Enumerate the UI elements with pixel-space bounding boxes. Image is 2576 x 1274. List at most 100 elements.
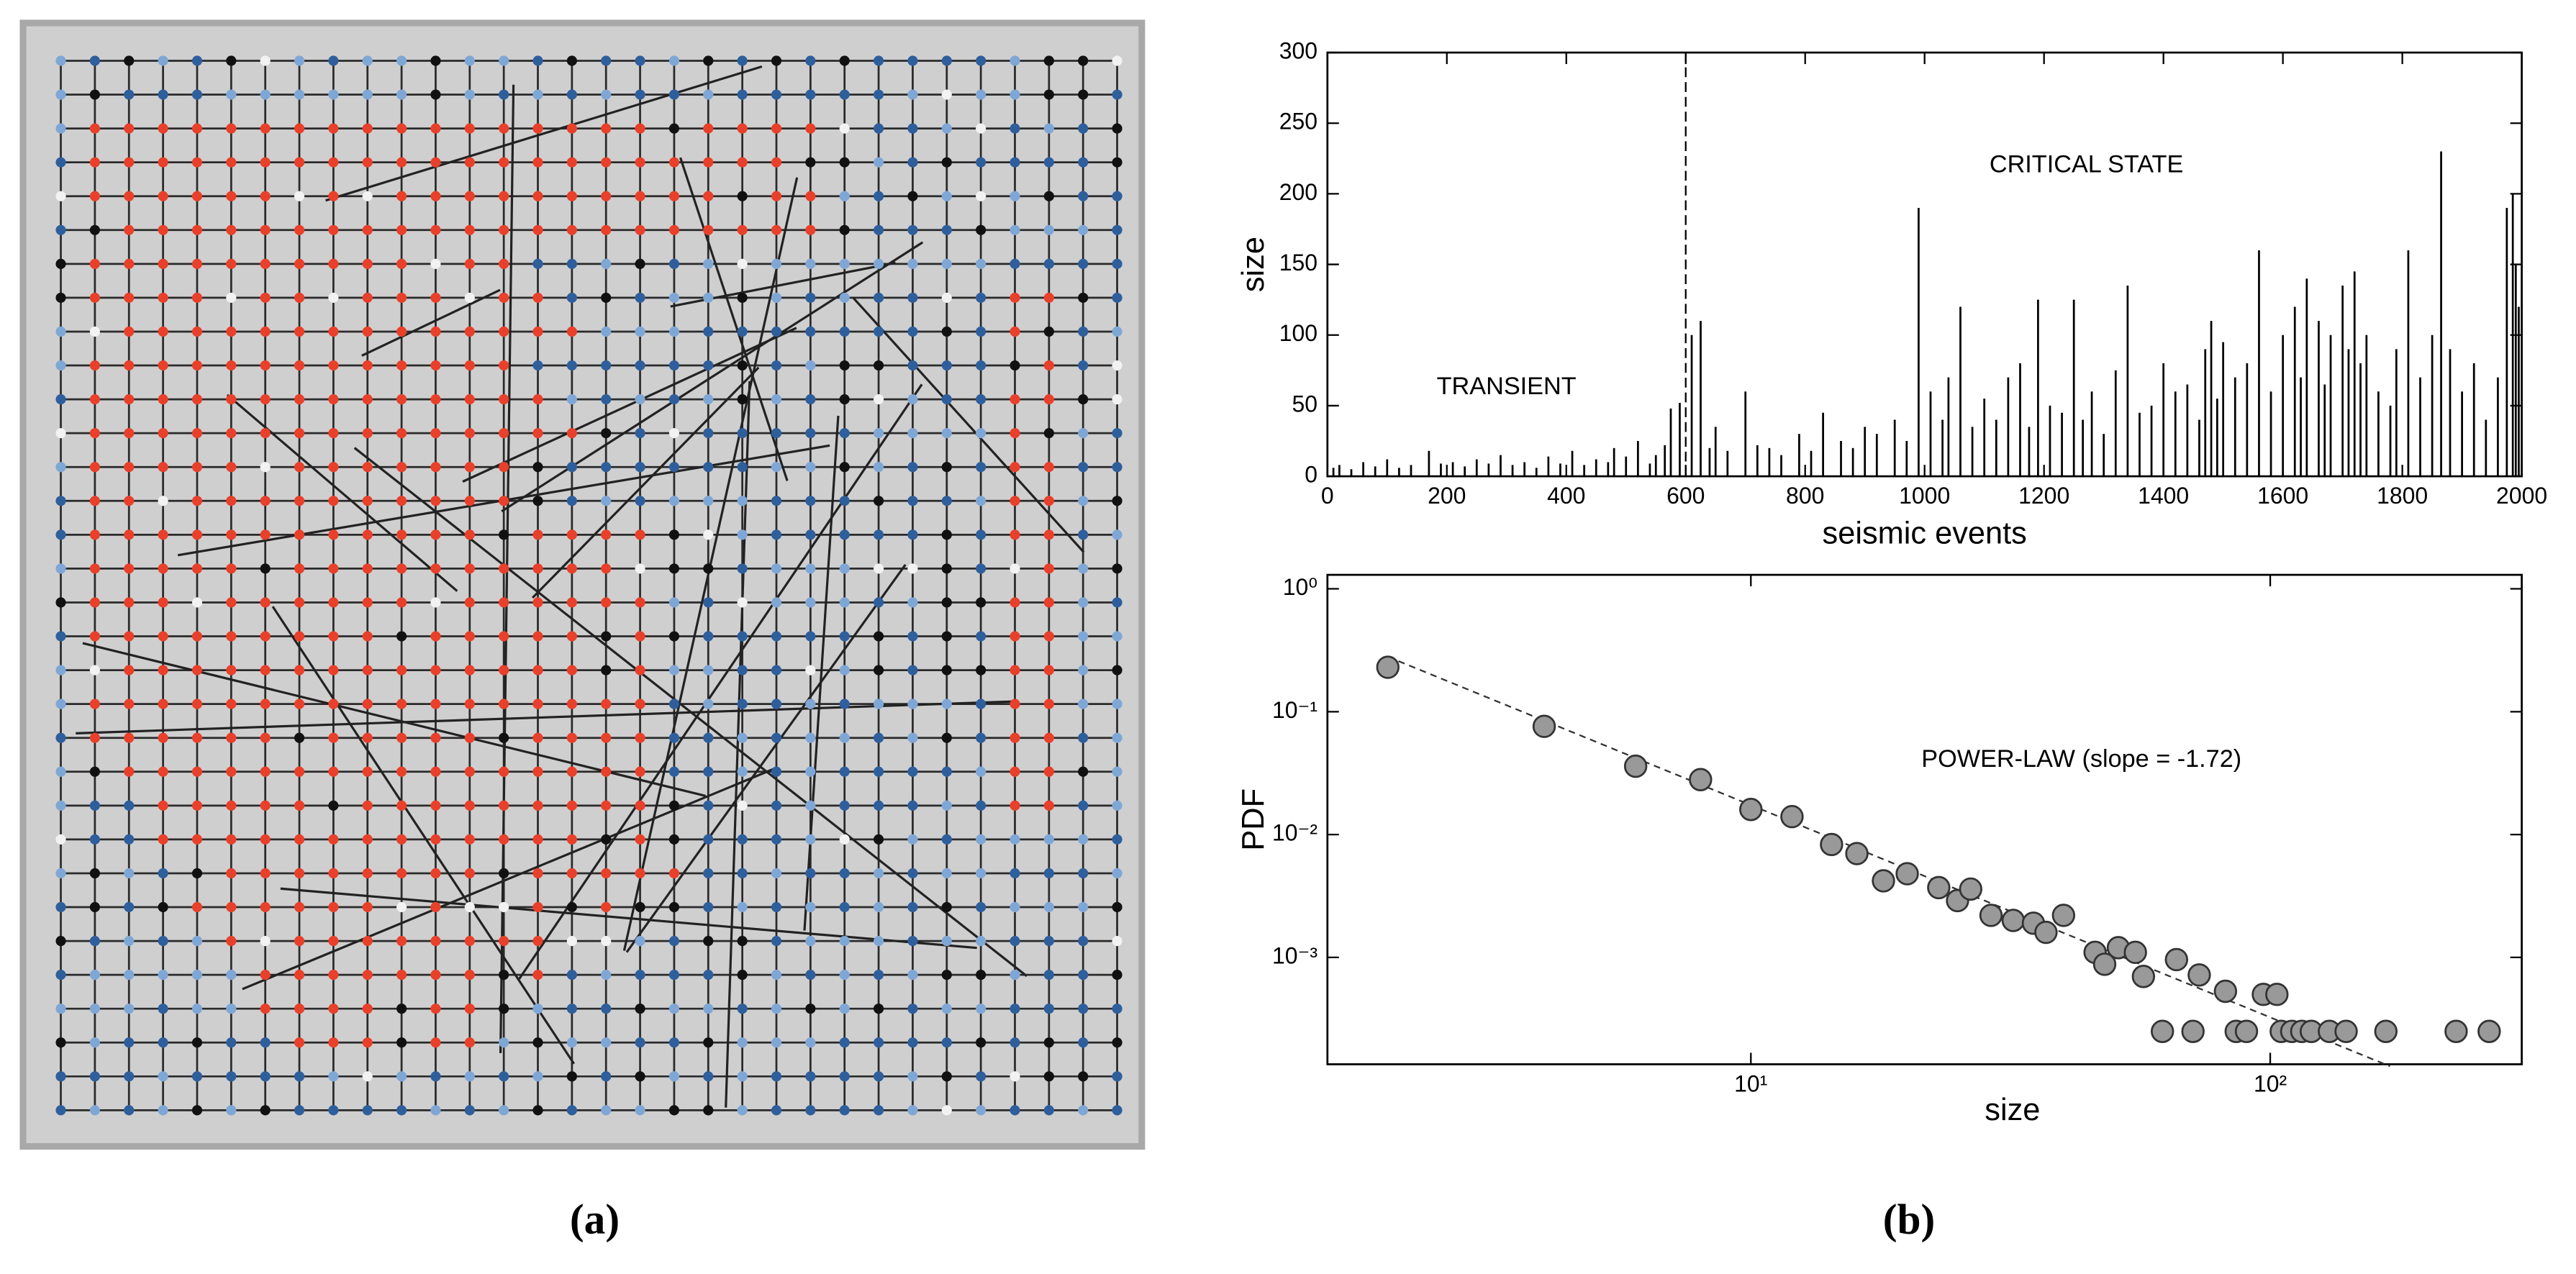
lattice-node (499, 563, 509, 574)
fault-line (271, 606, 575, 1065)
lattice-node (499, 191, 509, 201)
lattice-node (601, 665, 612, 675)
lattice-node (737, 699, 748, 709)
lattice-node (294, 1071, 305, 1082)
lattice-node (55, 970, 66, 980)
lattice-node (158, 123, 168, 134)
lattice-node (226, 631, 237, 642)
lattice-node (532, 901, 543, 913)
lattice-node (601, 123, 612, 134)
lattice-node (396, 462, 407, 473)
lattice-node (124, 834, 135, 845)
lattice-node (566, 529, 577, 540)
lattice-node (294, 89, 305, 100)
lattice-node (668, 123, 680, 134)
lattice-node (532, 191, 543, 201)
lattice-node (55, 157, 66, 168)
lattice-node (191, 1004, 203, 1014)
lattice-node (328, 157, 339, 168)
lattice-node (191, 55, 203, 66)
lattice-node (362, 258, 373, 269)
lattice-node (1112, 258, 1123, 269)
lattice-node (668, 868, 680, 879)
lattice-node (941, 157, 952, 168)
lattice-node (907, 292, 918, 303)
lattice-node (191, 665, 203, 675)
lattice-node (55, 699, 66, 709)
lattice-node (260, 868, 271, 879)
lattice-node (1112, 191, 1123, 201)
lattice-node (635, 868, 645, 879)
lattice-node (464, 496, 475, 506)
lattice-node (941, 89, 952, 100)
lattice-node (1112, 157, 1123, 168)
lattice-node (191, 428, 203, 439)
lattice-node (396, 901, 407, 913)
lattice-node (396, 496, 407, 506)
lattice-node (635, 292, 645, 303)
lattice-node (499, 462, 509, 473)
lattice-node (839, 631, 850, 642)
x-tick-label: 10² (2254, 1071, 2287, 1097)
lattice-node (226, 800, 237, 811)
lattice-node (124, 224, 135, 235)
lattice-node (396, 258, 407, 269)
lattice-node (1112, 834, 1123, 845)
lattice-node (1043, 157, 1054, 168)
lattice-node (805, 326, 816, 337)
lattice-node (1043, 800, 1054, 811)
lattice-node (158, 970, 168, 980)
lattice-node (430, 699, 441, 709)
lattice-node (396, 665, 407, 675)
lattice-node (703, 1037, 714, 1048)
lattice-node (907, 1004, 918, 1014)
lattice-node (976, 428, 987, 439)
lattice-node (737, 292, 748, 303)
lattice-node (328, 55, 339, 66)
lattice-node (635, 1105, 645, 1116)
lattice-node (1078, 1071, 1089, 1082)
lattice-node (668, 970, 680, 980)
lattice-node (260, 631, 271, 642)
lattice-node (771, 89, 782, 100)
lattice-node (226, 563, 237, 574)
lattice-node (1010, 868, 1020, 879)
lattice-node (601, 360, 612, 371)
lattice-node (635, 326, 645, 337)
lattice-node (771, 394, 782, 405)
lattice-node (805, 157, 816, 168)
lattice-node (771, 496, 782, 506)
lattice-node (328, 258, 339, 269)
lattice-node (430, 800, 441, 811)
lattice-node (226, 868, 237, 879)
lattice-node (55, 1071, 66, 1082)
y-tick-label: 100 (1279, 320, 1318, 346)
lattice-node (191, 970, 203, 980)
lattice-node (55, 732, 66, 743)
lattice-node (532, 631, 543, 642)
lattice-node (226, 529, 237, 540)
lattice-node (191, 597, 203, 608)
lattice-node (737, 868, 748, 879)
lattice-node (601, 1004, 612, 1014)
lattice-node (873, 834, 884, 845)
lattice-node (396, 360, 407, 371)
lattice-node (89, 123, 100, 134)
lattice-node (805, 1071, 816, 1082)
lattice-node (703, 529, 714, 540)
lattice-node (703, 1004, 714, 1014)
lattice-node (601, 529, 612, 540)
lattice-node (328, 224, 339, 235)
lattice-node (89, 699, 100, 709)
lattice-node (1010, 1037, 1020, 1048)
lattice-node (260, 563, 271, 574)
lattice-node (396, 766, 407, 777)
lattice-node (532, 935, 543, 947)
lattice-node (1010, 55, 1020, 66)
lattice-node (499, 1071, 509, 1082)
lattice-node (124, 597, 135, 608)
lattice-node (158, 901, 168, 913)
lattice-node (771, 935, 782, 947)
lattice-node (158, 394, 168, 405)
